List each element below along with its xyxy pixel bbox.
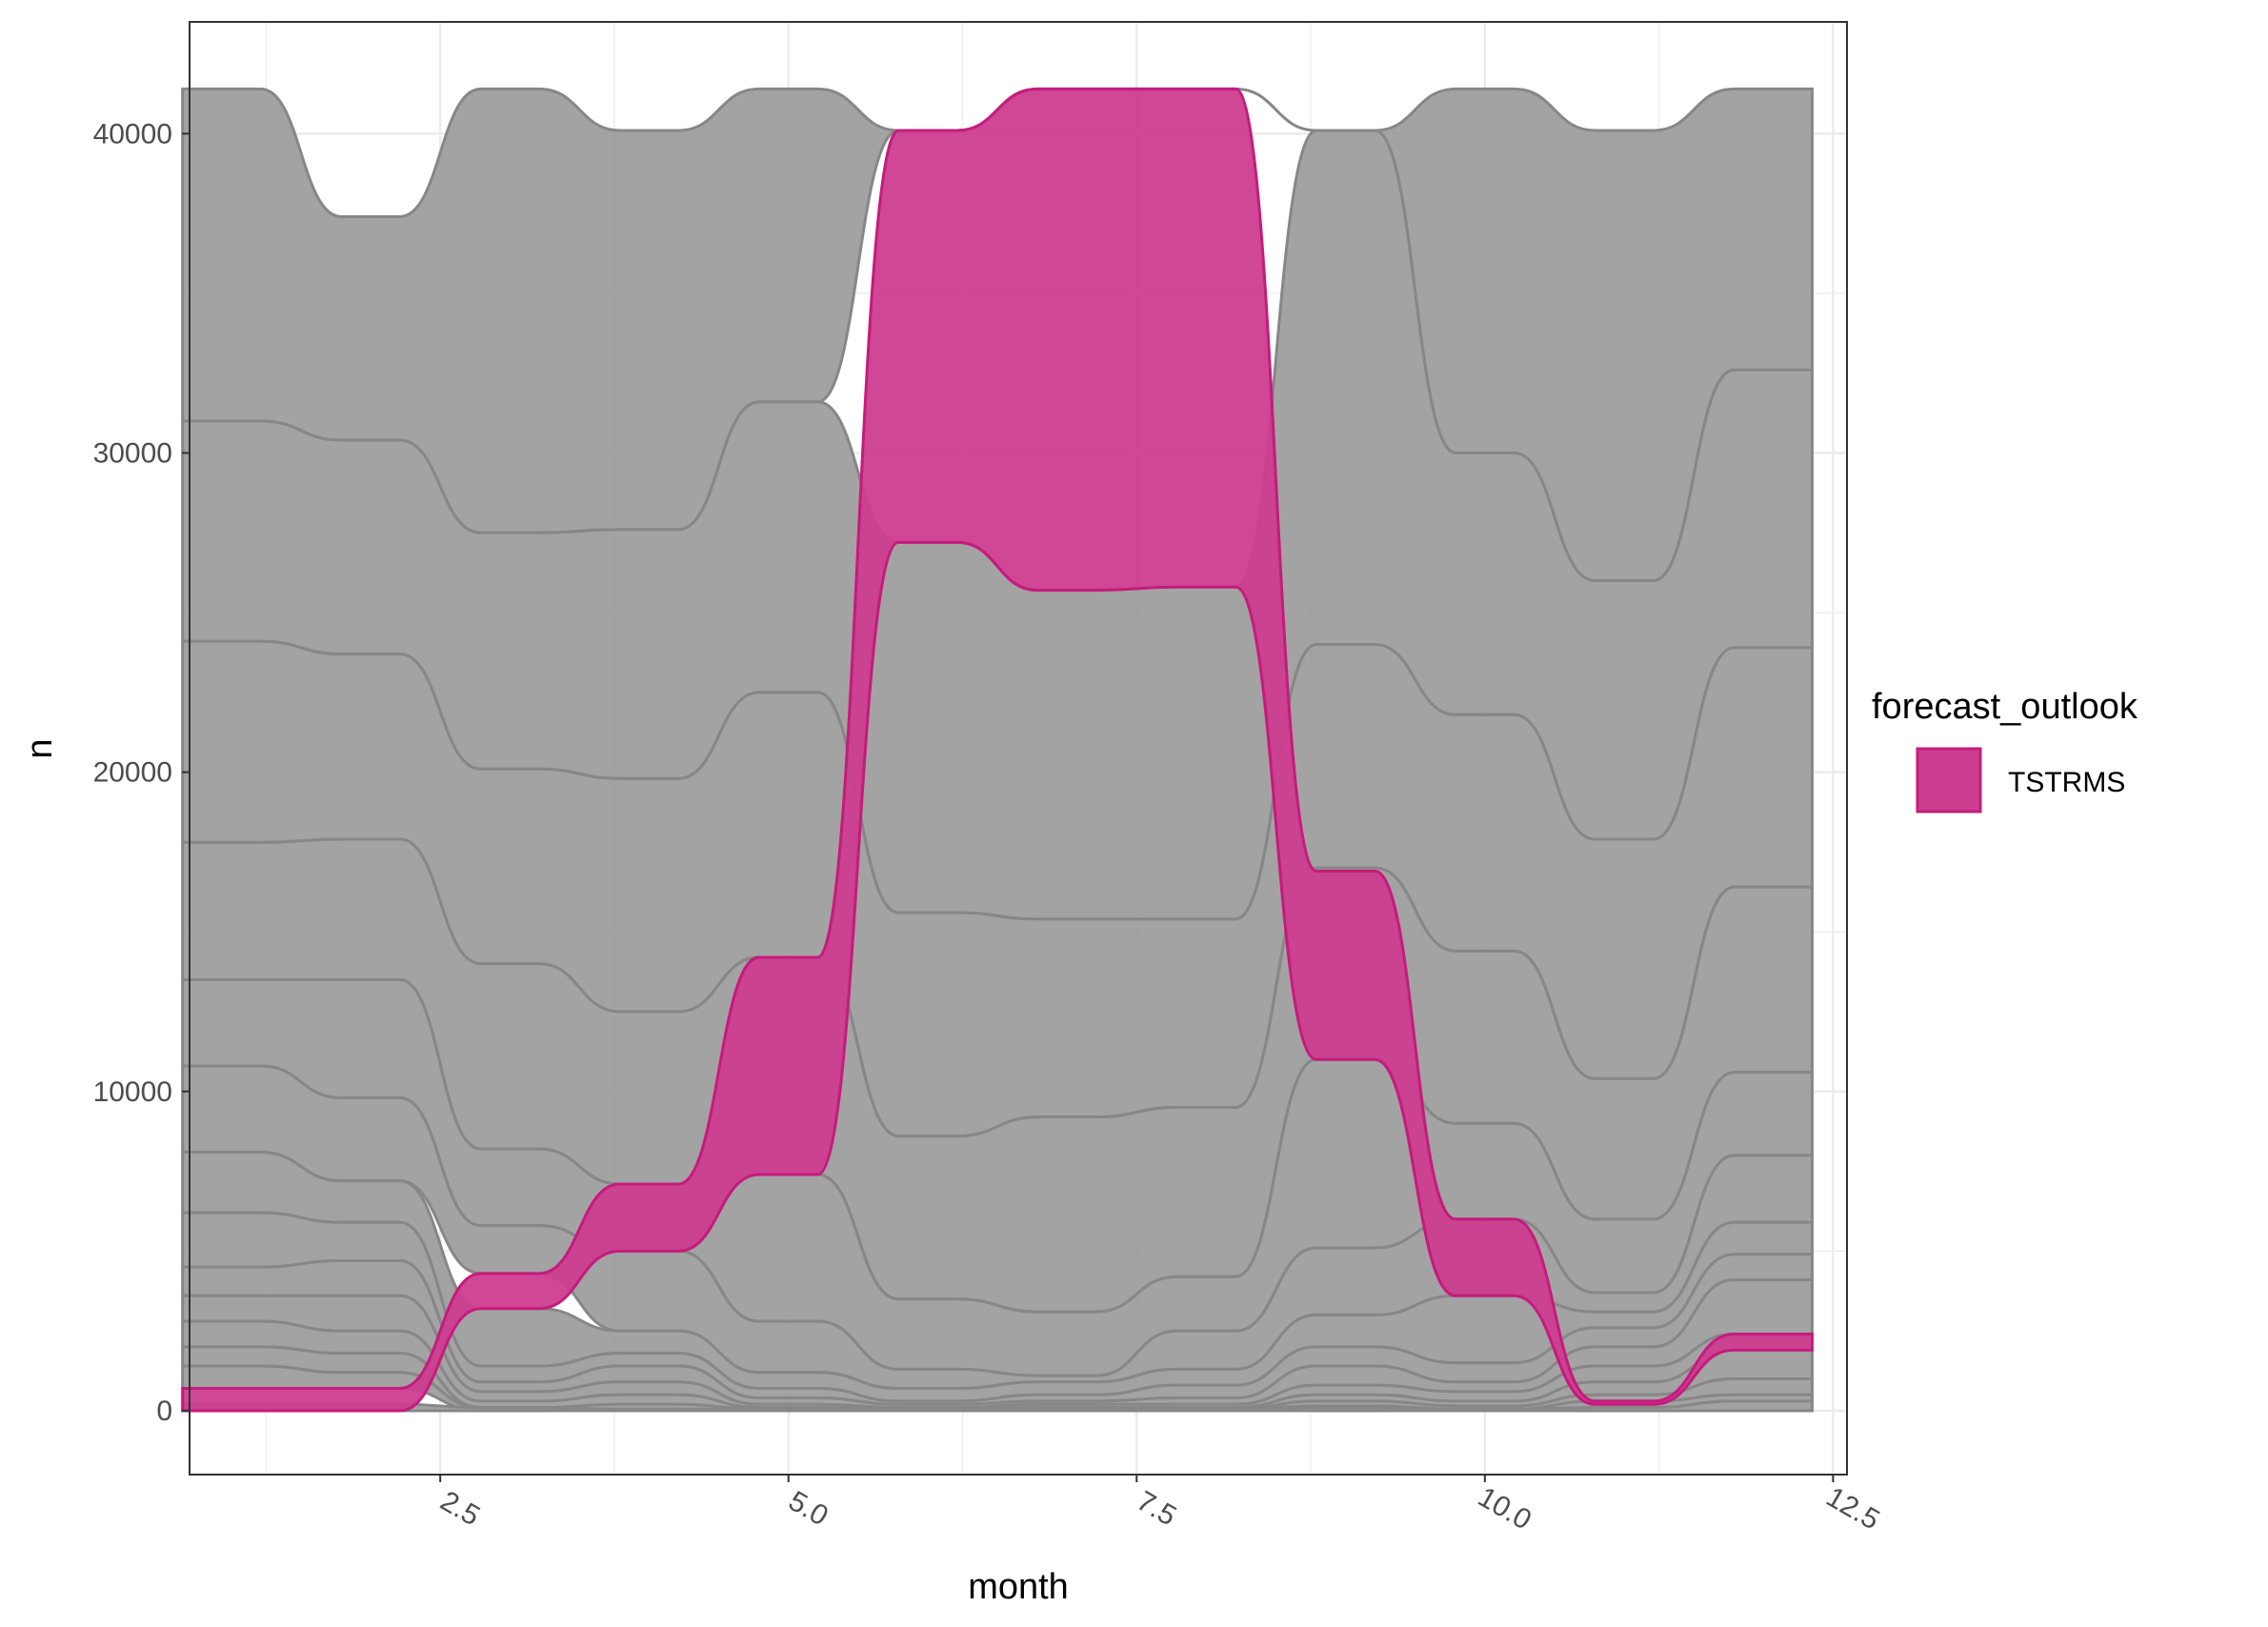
other-flow-14 — [181, 1399, 1814, 1413]
y-axis: 0 10000 20000 30000 40000 — [93, 118, 190, 1427]
y-tick-label: 0 — [156, 1396, 172, 1427]
x-tick-label: 12.5 — [1821, 1481, 1885, 1537]
x-axis-title: month — [968, 1567, 1069, 1607]
tstrms-flow — [181, 87, 1814, 1413]
highlight-series-flow — [181, 87, 1814, 1413]
panel-border — [189, 21, 1848, 1476]
x-axis: 2.5 5.0 7.5 10.0 12.5 — [435, 1475, 1885, 1537]
x-tick-label: 5.0 — [783, 1485, 833, 1532]
legend-title: forecast_outlook — [1872, 687, 2138, 727]
y-tick-label: 20000 — [93, 757, 172, 789]
legend: forecast_outlook TSTRMS — [1872, 687, 2138, 814]
x-tick-label: 10.0 — [1473, 1481, 1536, 1537]
x-tick-label: 7.5 — [1132, 1485, 1182, 1532]
legend-label-tstrms: TSTRMS — [2008, 767, 2125, 798]
y-tick-label: 30000 — [93, 437, 172, 469]
x-tick-label: 2.5 — [435, 1485, 486, 1532]
y-tick-label: 10000 — [93, 1076, 172, 1108]
legend-key-tstrms — [1916, 747, 1982, 814]
y-axis-title: n — [20, 738, 60, 758]
y-tick-label: 40000 — [93, 118, 172, 150]
